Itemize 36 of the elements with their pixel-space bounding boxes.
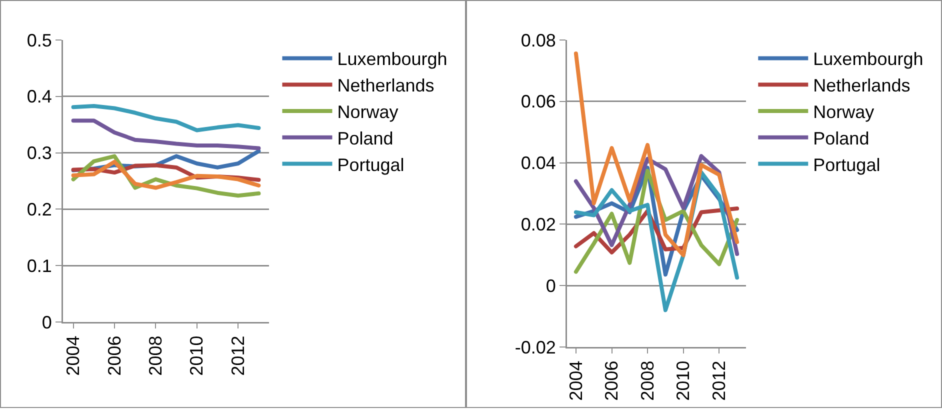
y-tick-label: 0.1	[26, 256, 52, 276]
y-tick-label: 0.02	[520, 214, 556, 234]
x-tick-label: 2008	[637, 360, 658, 401]
y-tick-label: 0.04	[520, 153, 556, 174]
y-tick-label: 0.08	[520, 30, 556, 50]
x-tick-label: 2010	[186, 336, 207, 376]
y-tick-label: 0.2	[26, 200, 52, 220]
x-tick-label: 2012	[709, 360, 729, 401]
x-tick-label: 2006	[104, 336, 124, 376]
line-series	[71, 118, 261, 150]
y-tick-label: 0.4	[26, 86, 52, 107]
y-tick-label: 0.3	[26, 143, 52, 164]
y-tick-label: 0.06	[520, 92, 556, 112]
x-tick-label: 2004	[63, 336, 84, 376]
legend-label: Luxembourgh	[337, 49, 448, 70]
line-series	[71, 104, 261, 132]
legend-label: Poland	[813, 128, 870, 148]
y-tick-label: 0.5	[26, 30, 52, 50]
y-tick-label: -0.02	[514, 337, 556, 358]
x-tick-label: 2012	[228, 336, 248, 376]
legend-label: Norway	[813, 102, 874, 122]
legend-label: Netherlands	[337, 76, 434, 96]
y-tick-label: 0	[42, 312, 52, 332]
legend-label: Poland	[337, 128, 394, 148]
line-series	[574, 52, 740, 258]
legend-label: Netherlands	[813, 76, 910, 96]
line-series	[71, 160, 261, 190]
x-tick-label: 2008	[146, 336, 166, 376]
legend-label: Norway	[337, 102, 398, 122]
x-tick-label: 2004	[566, 360, 586, 401]
legend-label: Portugal	[337, 154, 404, 175]
y-tick-label: 0	[546, 276, 556, 296]
legend-label: Luxembourgh	[813, 49, 924, 70]
legend-label: Portugal	[813, 154, 880, 175]
x-tick-label: 2006	[602, 360, 622, 401]
x-tick-label: 2010	[673, 360, 694, 401]
